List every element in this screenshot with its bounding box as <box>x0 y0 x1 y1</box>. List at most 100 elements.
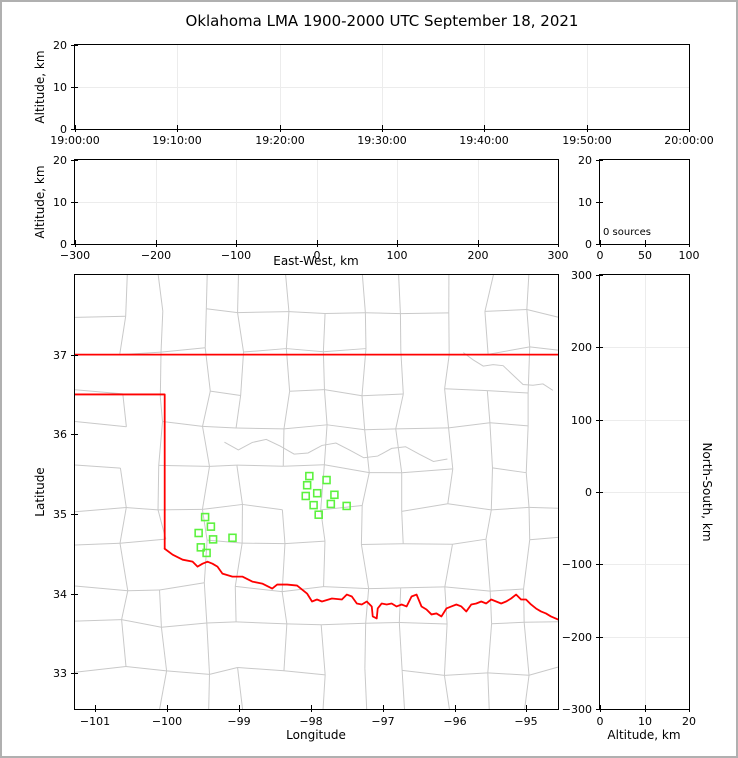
county-line <box>398 275 401 314</box>
county-line <box>324 464 370 474</box>
x-tick <box>95 705 96 712</box>
ns-panel-ylabel: North-South, km <box>700 442 714 542</box>
station-marker <box>314 510 323 519</box>
county-line <box>119 543 129 591</box>
y-tick <box>71 87 78 88</box>
county-line <box>281 591 288 624</box>
county-line <box>322 313 326 352</box>
county-line <box>529 346 558 351</box>
county-line <box>365 588 370 624</box>
county-line <box>444 672 488 676</box>
county-line <box>283 424 328 430</box>
county-line <box>75 542 121 546</box>
county-line <box>484 309 527 312</box>
x-tick-label: 19:30:00 <box>357 134 407 147</box>
county-line <box>125 275 128 317</box>
county-line <box>209 464 237 467</box>
x-tick <box>600 240 601 247</box>
county-line <box>236 465 243 505</box>
y-tick-label: −200 <box>561 631 592 644</box>
county-line <box>289 389 325 392</box>
y-tick-label: 100 <box>571 414 592 427</box>
county-line <box>159 352 162 398</box>
county-line <box>485 539 491 592</box>
county-line <box>523 539 531 590</box>
county-line <box>361 275 366 313</box>
county-line <box>234 586 237 622</box>
station-marker <box>228 533 237 543</box>
county-line <box>286 623 322 626</box>
county-line <box>205 275 208 309</box>
county-line <box>443 623 448 676</box>
county-line <box>487 672 530 676</box>
county-line <box>323 586 369 590</box>
y-tick-label: 36 <box>53 428 67 441</box>
county-line <box>119 468 127 508</box>
y-tick-label: 20 <box>53 154 67 167</box>
x-tick <box>689 125 690 132</box>
gray-river-line <box>463 352 554 391</box>
county-line <box>365 622 400 624</box>
station-marker <box>202 548 211 558</box>
county-line <box>208 674 210 709</box>
county-line <box>526 309 531 347</box>
county-line <box>203 582 208 624</box>
county-line <box>206 621 237 624</box>
county-line <box>283 623 288 671</box>
county-line <box>489 591 493 624</box>
station-marker <box>196 543 206 552</box>
x-tick <box>167 705 168 712</box>
county-line <box>237 667 244 709</box>
x-tick <box>75 125 76 132</box>
y-tick <box>596 202 603 203</box>
county-line <box>285 275 290 312</box>
x-tick-label: 50 <box>638 249 652 262</box>
x-tick-label: 0 <box>596 249 604 262</box>
county-line <box>210 390 241 396</box>
x-tick <box>587 125 588 132</box>
county-line <box>243 348 287 353</box>
y-tick-label: 200 <box>571 341 592 354</box>
county-line <box>283 464 325 467</box>
county-line <box>281 543 286 592</box>
county-line <box>322 351 325 390</box>
county-boundaries <box>75 275 558 709</box>
county-line <box>237 311 289 314</box>
county-line <box>160 627 168 671</box>
y-tick <box>71 160 78 161</box>
y-tick-label: −300 <box>561 703 592 716</box>
county-line <box>484 311 489 355</box>
county-line <box>361 393 404 397</box>
county-line <box>484 275 494 312</box>
county-line <box>206 308 238 314</box>
county-line <box>237 312 245 353</box>
x-tick <box>311 705 312 712</box>
county-line <box>365 312 401 315</box>
county-line <box>361 395 366 430</box>
x-tick <box>526 705 527 712</box>
x-tick-label: −97 <box>371 715 395 728</box>
county-line <box>237 275 239 313</box>
x-tick <box>645 240 646 247</box>
county-line <box>286 348 324 353</box>
y-tick <box>596 275 603 276</box>
panel-map <box>71 274 559 712</box>
county-line <box>488 346 530 355</box>
county-line <box>444 354 450 389</box>
x-tick-label: −100 <box>220 249 252 262</box>
y-tick-label: 37 <box>53 349 67 362</box>
county-line <box>207 539 243 544</box>
county-line <box>487 672 490 709</box>
x-tick-label: 0 <box>596 715 604 728</box>
county-line <box>242 503 283 511</box>
y-tick <box>596 347 603 348</box>
county-line <box>235 395 242 429</box>
county-line <box>158 464 210 467</box>
y-tick <box>596 244 603 245</box>
county-line <box>400 586 445 589</box>
county-line <box>368 587 401 590</box>
y-tick-label: 0 <box>60 238 67 251</box>
county-line <box>75 315 126 318</box>
county-line <box>447 468 454 504</box>
